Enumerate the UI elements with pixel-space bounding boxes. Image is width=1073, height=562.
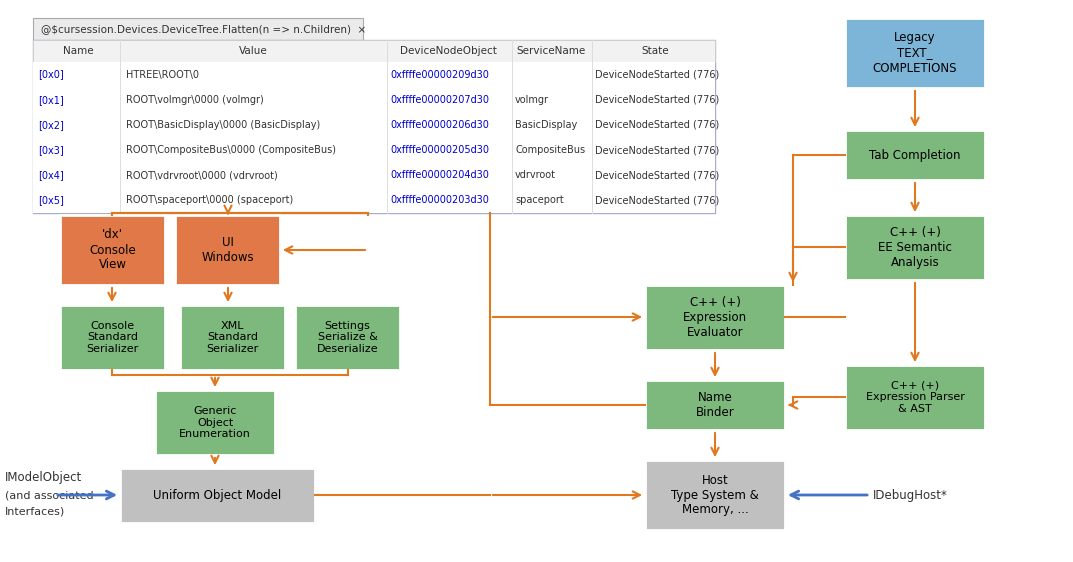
Text: 0xffffe00000204d30: 0xffffe00000204d30 xyxy=(389,170,489,180)
Text: HTREE\ROOT\0: HTREE\ROOT\0 xyxy=(126,70,199,80)
Text: Tab Completion: Tab Completion xyxy=(869,148,960,161)
Text: Settings
Serialize &
Deserialize: Settings Serialize & Deserialize xyxy=(317,321,379,354)
FancyBboxPatch shape xyxy=(846,365,985,430)
FancyBboxPatch shape xyxy=(645,380,785,430)
Text: Uniform Object Model: Uniform Object Model xyxy=(153,489,281,502)
Text: C++ (+)
Expression
Evaluator: C++ (+) Expression Evaluator xyxy=(682,296,747,339)
Text: [0x3]: [0x3] xyxy=(38,145,63,155)
FancyBboxPatch shape xyxy=(33,138,715,162)
FancyBboxPatch shape xyxy=(846,130,985,180)
Text: Host
Type System &
Memory, ...: Host Type System & Memory, ... xyxy=(671,474,759,516)
Text: DeviceNodeStarted (776): DeviceNodeStarted (776) xyxy=(596,70,719,80)
Text: [0x2]: [0x2] xyxy=(38,120,64,130)
Text: volmgr: volmgr xyxy=(515,95,549,105)
Text: 0xffffe00000206d30: 0xffffe00000206d30 xyxy=(389,120,489,130)
Text: ROOT\volmgr\0000 (volmgr): ROOT\volmgr\0000 (volmgr) xyxy=(126,95,264,105)
FancyBboxPatch shape xyxy=(33,162,715,188)
Text: UI
Windows: UI Windows xyxy=(202,236,254,264)
Text: Console
Standard
Serializer: Console Standard Serializer xyxy=(86,321,138,354)
FancyBboxPatch shape xyxy=(645,460,785,530)
Text: BasicDisplay: BasicDisplay xyxy=(515,120,577,130)
Text: C++ (+)
EE Semantic
Analysis: C++ (+) EE Semantic Analysis xyxy=(878,226,952,269)
Text: 0xffffe00000205d30: 0xffffe00000205d30 xyxy=(389,145,489,155)
FancyBboxPatch shape xyxy=(33,18,363,40)
Text: [0x0]: [0x0] xyxy=(38,70,63,80)
FancyBboxPatch shape xyxy=(33,40,715,62)
Text: Value: Value xyxy=(238,46,267,56)
Text: [0x5]: [0x5] xyxy=(38,196,64,206)
Text: DeviceNodeStarted (776): DeviceNodeStarted (776) xyxy=(596,170,719,180)
Text: 0xffffe00000203d30: 0xffffe00000203d30 xyxy=(389,196,489,206)
Text: Generic
Object
Enumeration: Generic Object Enumeration xyxy=(179,406,251,439)
Text: ROOT\CompositeBus\0000 (CompositeBus): ROOT\CompositeBus\0000 (CompositeBus) xyxy=(126,145,336,155)
Text: Name: Name xyxy=(62,46,93,56)
FancyBboxPatch shape xyxy=(180,305,285,370)
FancyBboxPatch shape xyxy=(33,87,715,112)
FancyBboxPatch shape xyxy=(645,285,785,350)
Text: Interfaces): Interfaces) xyxy=(5,507,65,517)
FancyBboxPatch shape xyxy=(120,468,315,523)
Text: [0x1]: [0x1] xyxy=(38,95,63,105)
Text: 0xffffe00000209d30: 0xffffe00000209d30 xyxy=(389,70,489,80)
FancyBboxPatch shape xyxy=(33,188,715,213)
FancyBboxPatch shape xyxy=(295,305,400,370)
Text: DeviceNodeStarted (776): DeviceNodeStarted (776) xyxy=(596,95,719,105)
Text: Name
Binder: Name Binder xyxy=(695,391,734,419)
FancyBboxPatch shape xyxy=(33,62,715,87)
FancyBboxPatch shape xyxy=(846,18,985,88)
FancyBboxPatch shape xyxy=(33,112,715,138)
Text: @$cursession.Devices.DeviceTree.Flatten(n => n.Children)  ×: @$cursession.Devices.DeviceTree.Flatten(… xyxy=(41,24,366,34)
FancyBboxPatch shape xyxy=(175,215,280,285)
FancyBboxPatch shape xyxy=(60,305,165,370)
FancyBboxPatch shape xyxy=(33,40,715,213)
FancyBboxPatch shape xyxy=(846,215,985,280)
Text: State: State xyxy=(642,46,668,56)
Text: ROOT\vdrvroot\0000 (vdrvroot): ROOT\vdrvroot\0000 (vdrvroot) xyxy=(126,170,278,180)
Text: XML
Standard
Serializer: XML Standard Serializer xyxy=(206,321,259,354)
FancyBboxPatch shape xyxy=(60,215,165,285)
Text: (and associated: (and associated xyxy=(5,490,93,500)
Text: vdrvroot: vdrvroot xyxy=(515,170,556,180)
Text: ROOT\spaceport\0000 (spaceport): ROOT\spaceport\0000 (spaceport) xyxy=(126,196,293,206)
Text: ROOT\BasicDisplay\0000 (BasicDisplay): ROOT\BasicDisplay\0000 (BasicDisplay) xyxy=(126,120,320,130)
Text: Legacy
TEXT_
COMPLETIONS: Legacy TEXT_ COMPLETIONS xyxy=(872,31,957,75)
Text: CompositeBus: CompositeBus xyxy=(515,145,585,155)
Text: DeviceNodeStarted (776): DeviceNodeStarted (776) xyxy=(596,120,719,130)
Text: 0xffffe00000207d30: 0xffffe00000207d30 xyxy=(389,95,489,105)
FancyBboxPatch shape xyxy=(155,390,275,455)
Text: 'dx'
Console
View: 'dx' Console View xyxy=(89,229,136,271)
Text: DeviceNodeStarted (776): DeviceNodeStarted (776) xyxy=(596,145,719,155)
Text: spaceport: spaceport xyxy=(515,196,563,206)
Text: C++ (+)
Expression Parser
& AST: C++ (+) Expression Parser & AST xyxy=(866,381,965,414)
Text: [0x4]: [0x4] xyxy=(38,170,63,180)
Text: ServiceName: ServiceName xyxy=(516,46,586,56)
Text: DeviceNodeStarted (776): DeviceNodeStarted (776) xyxy=(596,196,719,206)
Text: DeviceNodeObject: DeviceNodeObject xyxy=(399,46,497,56)
Text: IDebugHost*: IDebugHost* xyxy=(873,488,947,501)
Text: IModelObject: IModelObject xyxy=(5,472,83,484)
